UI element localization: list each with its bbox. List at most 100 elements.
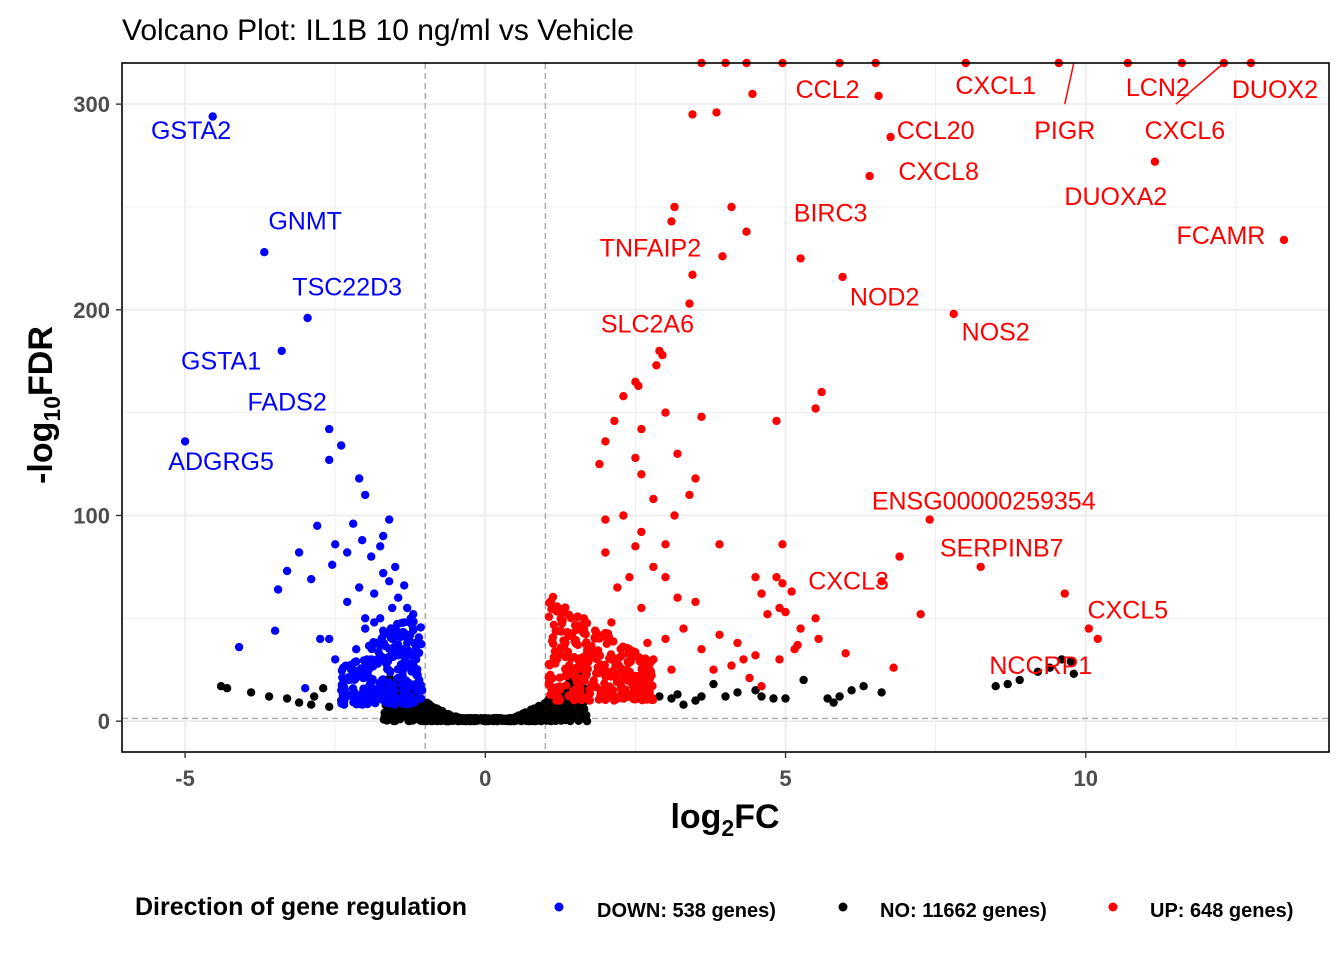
- data-point: [623, 692, 633, 701]
- x-tick-label: 10: [1074, 766, 1098, 791]
- data-point: [691, 474, 700, 483]
- data-point: [1003, 679, 1012, 689]
- data-point: [715, 540, 724, 549]
- data-point: [365, 662, 374, 671]
- data-point: [349, 519, 358, 528]
- gene-label: TSC22D3: [292, 273, 402, 301]
- data-point: [787, 587, 796, 596]
- data-point: [685, 490, 694, 500]
- data-point: [545, 598, 554, 607]
- data-point: [388, 634, 397, 644]
- data-point: [610, 696, 619, 705]
- data-point: [649, 494, 658, 504]
- y-tick-label: 100: [73, 503, 110, 528]
- x-tick-label: 5: [779, 766, 791, 791]
- data-point: [661, 408, 670, 417]
- data-point: [325, 424, 334, 434]
- data-point: [359, 656, 369, 665]
- data-point: [606, 653, 616, 662]
- data-point: [775, 603, 784, 613]
- data-point: [634, 381, 643, 391]
- data-point: [1069, 669, 1079, 678]
- data-point: [811, 614, 820, 623]
- gene-label: TNFAIP2: [600, 234, 701, 262]
- data-point: [976, 562, 985, 572]
- data-point: [208, 112, 217, 121]
- data-point: [406, 659, 415, 668]
- data-point: [709, 665, 718, 674]
- data-point: [949, 309, 958, 319]
- gene-label: ADGRG5: [168, 448, 274, 476]
- data-point: [751, 686, 760, 695]
- data-point: [367, 655, 376, 664]
- data-point: [561, 664, 570, 673]
- data-point: [1279, 235, 1289, 245]
- data-point: [608, 686, 618, 695]
- x-tick-label: -5: [175, 766, 195, 791]
- legend-key-no: [838, 902, 848, 912]
- data-point: [847, 686, 856, 695]
- data-point: [642, 681, 651, 690]
- data-point: [386, 699, 395, 708]
- x-axis-title: log2FC: [670, 798, 779, 841]
- gene-label: SERPINB7: [940, 535, 1064, 563]
- data-point: [718, 252, 727, 261]
- data-point: [550, 654, 560, 663]
- data-point: [394, 651, 403, 660]
- data-point: [373, 638, 382, 648]
- data-point: [778, 540, 787, 549]
- data-point: [408, 716, 417, 725]
- data-point: [613, 677, 623, 686]
- data-point: [601, 437, 610, 446]
- data-point: [180, 437, 190, 446]
- y-tick-label: 200: [73, 298, 110, 323]
- plot-panel-border: [121, 62, 1330, 753]
- data-point: [619, 511, 628, 520]
- gene-label: GSTA2: [151, 117, 231, 145]
- data-point: [525, 716, 535, 726]
- gene-label: GSTA1: [181, 347, 261, 375]
- data-point: [378, 695, 387, 704]
- data-point: [412, 642, 421, 652]
- data-point: [733, 638, 742, 648]
- y-axis-ticks: 0 100 200 300: [73, 92, 122, 734]
- data-point: [594, 695, 604, 704]
- data-point: [1057, 655, 1067, 664]
- data-point: [631, 651, 640, 660]
- data-point: [745, 673, 754, 683]
- data-point: [667, 694, 676, 703]
- data-point: [601, 666, 610, 675]
- data-point: [391, 562, 400, 572]
- data-point: [661, 540, 670, 549]
- data-point: [273, 585, 283, 594]
- y-axis-title-pre: -log: [22, 422, 60, 484]
- data-point: [596, 660, 605, 669]
- data-point: [559, 642, 569, 652]
- data-point: [369, 695, 378, 704]
- data-point: [616, 652, 625, 662]
- data-point: [337, 666, 347, 675]
- series-up: [544, 58, 1289, 705]
- data-point: [567, 654, 576, 663]
- data-point: [542, 698, 551, 707]
- data-point: [234, 642, 244, 652]
- data-point: [658, 350, 667, 360]
- data-point: [991, 682, 1000, 691]
- data-point: [727, 202, 736, 212]
- data-point: [679, 624, 688, 633]
- data-point: [613, 583, 622, 592]
- data-point: [688, 270, 697, 279]
- data-point: [370, 589, 379, 598]
- data-points: [180, 58, 1289, 726]
- data-point: [372, 687, 382, 696]
- data-point: [877, 688, 886, 697]
- y-axis-title-subscript: 10: [39, 396, 65, 422]
- x-axis-ticks: -5 0 5 10: [175, 752, 1098, 791]
- chart-title: Volcano Plot: IL1B 10 ng/ml vs Vehicle: [122, 14, 634, 47]
- data-point: [796, 624, 805, 633]
- data-point: [715, 630, 724, 639]
- gene-label: DUOXA2: [1064, 183, 1167, 211]
- data-point: [638, 696, 647, 705]
- data-point: [609, 637, 618, 646]
- data-point: [685, 299, 694, 308]
